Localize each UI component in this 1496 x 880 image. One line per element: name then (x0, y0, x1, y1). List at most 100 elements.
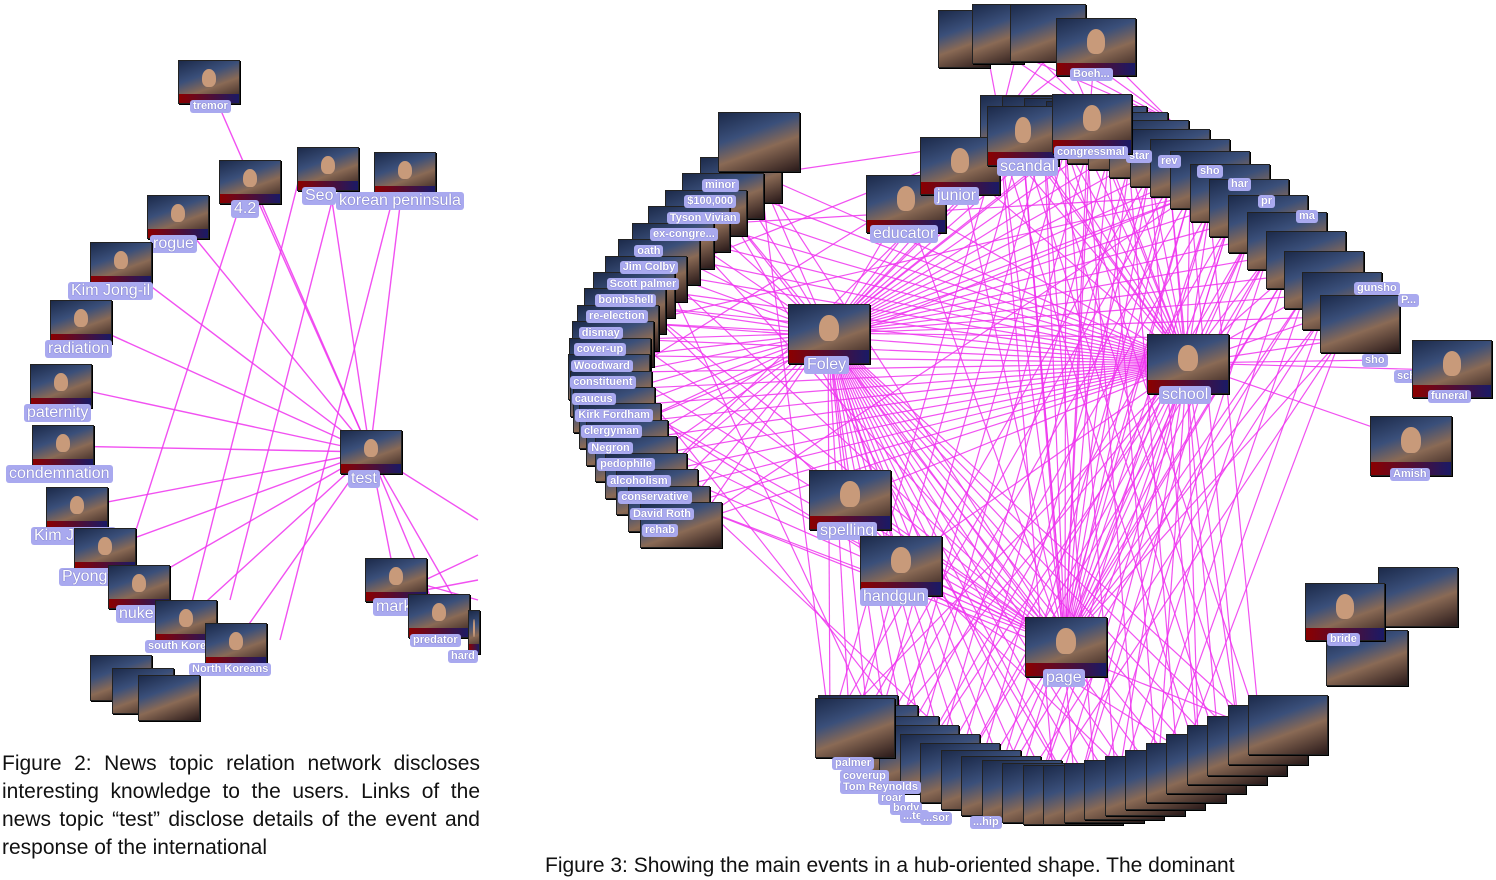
thumbnail-image[interactable] (340, 430, 402, 474)
left-arc-label[interactable]: Kirk Fordham (575, 409, 653, 422)
thumbnail-image[interactable] (860, 536, 942, 596)
left-arc-label[interactable]: conservative (618, 491, 692, 504)
left-arc-label[interactable]: clergyman (580, 425, 642, 439)
thumbnail-image[interactable] (1248, 695, 1328, 755)
left-node-label[interactable]: nuke (116, 605, 157, 624)
thumbnail-image[interactable] (718, 112, 800, 172)
hub-label[interactable]: bride (1327, 633, 1360, 646)
thumbnail-image[interactable] (1025, 617, 1107, 677)
left-node-label[interactable]: Seo (302, 187, 337, 206)
thumbnail-image[interactable] (297, 147, 359, 191)
thumbnail-image[interactable] (408, 594, 470, 638)
hub-label[interactable]: Boeh... (1070, 68, 1113, 81)
hub-label[interactable]: spelling (817, 522, 878, 541)
left-node-label[interactable]: paternity (24, 404, 92, 423)
left-arc-label[interactable]: dismay (578, 326, 623, 340)
hub-label[interactable]: congressmal (1054, 146, 1128, 159)
bottom-arc-label[interactable]: roar (878, 792, 906, 805)
top-arc-label[interactable]: ma (1296, 210, 1318, 223)
hub-label[interactable]: school (1159, 386, 1212, 405)
thumbnail-image[interactable] (155, 600, 217, 644)
left-arc-label[interactable]: rehab (642, 524, 678, 537)
hub-label[interactable]: funeral (1428, 390, 1471, 403)
left-arc-label[interactable]: Woodward (570, 359, 633, 373)
left-node-label[interactable]: 4.2 (231, 200, 260, 219)
left-arc-label[interactable]: cover-up (573, 343, 627, 356)
thumbnail-image[interactable] (1056, 18, 1136, 76)
hub-label[interactable]: handgun (860, 588, 929, 607)
thumbnail-image[interactable] (1412, 340, 1492, 398)
hub-label[interactable]: Amish (1390, 468, 1430, 481)
thumbnail-image[interactable] (468, 610, 480, 654)
bottom-arc-label[interactable]: ...hip (970, 816, 1002, 829)
left-arc-label[interactable]: re-election (586, 310, 648, 324)
thumbnail-image[interactable] (74, 528, 136, 572)
left-node-label[interactable]: rogue (150, 235, 197, 254)
thumbnail-image[interactable] (46, 487, 108, 531)
left-node-label[interactable]: North Koreans (189, 663, 272, 676)
hub-label[interactable]: Foley (804, 356, 850, 375)
left-arc-label[interactable]: Jim Colby (619, 261, 679, 274)
top-arc-label[interactable]: pr (1258, 195, 1275, 208)
left-node-label[interactable]: hard (448, 650, 478, 663)
left-arc-label[interactable]: bombshell (595, 294, 657, 307)
thumbnail-image[interactable] (809, 470, 891, 530)
thumbnail-image[interactable] (815, 698, 895, 758)
hub-label[interactable]: educator (870, 225, 939, 244)
left-arc-label[interactable]: minor (702, 179, 739, 192)
thumbnail-image[interactable] (138, 675, 200, 721)
thumbnail-image[interactable] (205, 623, 267, 667)
top-arc-label[interactable]: P... (1398, 294, 1420, 307)
left-node-label[interactable]: predator (410, 634, 461, 647)
top-arc-label[interactable]: star (1126, 150, 1153, 163)
hub-label[interactable]: page (1043, 669, 1085, 688)
top-arc-label[interactable]: sho (1197, 165, 1223, 178)
thumbnail-image[interactable] (1147, 334, 1229, 394)
left-arc-label[interactable]: Scott palmer (606, 277, 680, 291)
thumbnail-image[interactable] (1370, 416, 1452, 476)
hub-label[interactable]: scandal (997, 158, 1059, 177)
top-arc-label[interactable]: sho (1362, 354, 1388, 367)
top-arc-label[interactable]: har (1228, 178, 1252, 191)
left-arc-label[interactable]: caucus (571, 392, 616, 406)
thumbnail-image[interactable] (374, 152, 436, 196)
edge (628, 362, 1188, 373)
thumbnail-image[interactable] (1052, 94, 1132, 154)
thumbnail-image[interactable] (32, 425, 94, 469)
left-node-label[interactable]: tremor (190, 100, 231, 113)
left-node-label[interactable]: condemnation (6, 465, 113, 484)
left-arc-label[interactable]: Tyson Vivian (666, 211, 740, 225)
thumbnail-image[interactable] (1305, 583, 1385, 641)
top-arc-label[interactable]: gunsho (1354, 282, 1400, 295)
left-node-label[interactable]: korean peninsula (336, 192, 464, 211)
hub-label[interactable]: junior (934, 187, 980, 206)
left-arc-label[interactable]: pedophile (597, 458, 656, 471)
test-hub-label[interactable]: test (348, 470, 380, 489)
thumbnail-image[interactable] (178, 60, 240, 104)
left-arc-label[interactable]: oath (634, 244, 664, 258)
thumbnail-image[interactable] (50, 300, 112, 344)
top-arc-label[interactable]: rev (1158, 155, 1181, 168)
left-arc-label[interactable]: Negron (588, 441, 633, 455)
left-arc-label[interactable]: David Roth (629, 507, 694, 521)
left-arc-label[interactable]: constituent (570, 376, 636, 389)
left-node-label[interactable]: radiation (45, 340, 113, 359)
bottom-arc-label[interactable]: Tom Reynolds (840, 781, 921, 794)
thumbnail-image[interactable] (219, 160, 281, 204)
left-node-label[interactable]: Kim Jong-il (68, 282, 154, 301)
left-arc-label[interactable]: $100,000 (684, 195, 737, 209)
left-arc-label[interactable]: alcoholism (607, 474, 671, 488)
thumbnail-image[interactable] (30, 364, 92, 408)
thumbnail-image[interactable] (788, 304, 870, 364)
bottom-arc-label[interactable]: palmer (832, 757, 875, 770)
thumbnail-image[interactable] (987, 106, 1059, 166)
thumbnail-image[interactable] (1320, 295, 1400, 353)
thumbnail-image[interactable] (1378, 567, 1458, 627)
left-node-label[interactable]: south Korea (145, 640, 216, 653)
left-node-label[interactable]: mark (373, 598, 415, 617)
bottom-arc-label[interactable]: coverup (840, 770, 889, 783)
left-arc-label[interactable]: ex-congre... (650, 228, 718, 241)
thumbnail-image[interactable] (90, 242, 152, 286)
bottom-arc-label[interactable]: ...sor (920, 812, 953, 825)
thumbnail-image[interactable] (147, 195, 209, 239)
